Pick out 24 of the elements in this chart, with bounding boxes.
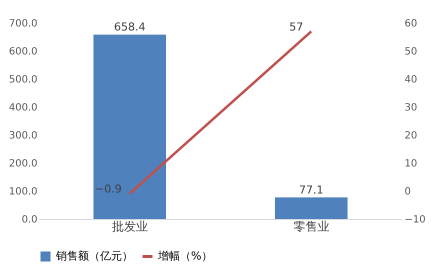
data-label: 658.4: [114, 20, 146, 34]
data-label: 77.1: [299, 183, 324, 196]
y-tick-label: 300.0: [8, 130, 38, 142]
y-tick-label: 100.0: [8, 186, 38, 198]
legend-label: 增幅（%）: [157, 250, 212, 262]
y2-tick-label: −10: [404, 214, 426, 226]
data-label: −0.9: [95, 182, 122, 196]
y-tick-label: 200.0: [8, 158, 38, 170]
y-tick-label: 400.0: [8, 102, 38, 114]
legend-label: 销售额（亿元）: [55, 250, 133, 262]
y-tick-label: 600.0: [8, 46, 38, 58]
y-tick-label: 700.0: [8, 18, 38, 30]
y2-tick-label: 40: [404, 74, 418, 86]
y2-tick-label: 60: [404, 18, 418, 30]
y-tick-label: 500.0: [8, 74, 38, 86]
y2-tick-label: 20: [404, 130, 418, 142]
y2-tick-label: 0: [404, 186, 411, 198]
data-label: 57: [289, 20, 304, 34]
x-tick-label: 批发业: [112, 220, 148, 234]
y2-tick-label: 10: [404, 158, 418, 170]
x-tick-label: 零售业: [293, 220, 330, 234]
y-tick-label: 0.0: [22, 214, 38, 226]
y2-tick-label: 30: [404, 102, 418, 114]
y2-tick-label: 50: [404, 46, 418, 58]
